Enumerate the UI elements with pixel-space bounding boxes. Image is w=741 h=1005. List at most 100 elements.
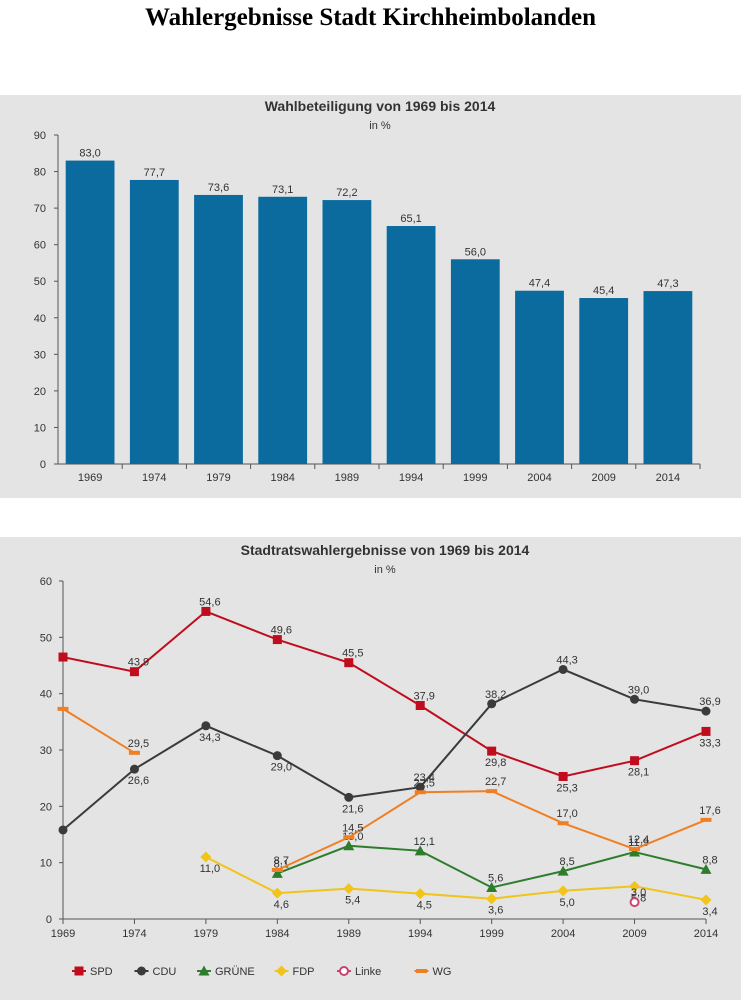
x-tick-label: 1999 — [479, 928, 503, 940]
turnout-chart-panel: Wahlbeteiligung von 1969 bis 2014 in % 0… — [0, 95, 741, 498]
x-tick-label: 1984 — [265, 928, 289, 940]
data-label-spd: 49,6 — [271, 625, 292, 637]
data-label-linke: 3,0 — [631, 887, 646, 899]
y-tick-label: 50 — [40, 632, 52, 644]
data-label-gruene: 12,1 — [414, 836, 435, 848]
data-label-wg: 22,7 — [485, 776, 506, 788]
data-label-fdp: 3,6 — [488, 905, 503, 917]
data-point-linke — [629, 897, 640, 908]
data-point-fdp — [557, 885, 569, 897]
bar — [515, 290, 564, 464]
data-point-cdu — [558, 664, 568, 674]
data-point-spd — [701, 726, 711, 736]
data-label-fdp: 5,4 — [345, 895, 360, 907]
x-tick-label: 1974 — [142, 472, 166, 484]
data-point-gruene — [271, 867, 283, 878]
y-tick-label: 60 — [34, 240, 46, 252]
x-tick-label: 1974 — [122, 928, 146, 940]
bar — [579, 298, 629, 464]
data-point-wg — [128, 750, 140, 755]
bar-value-label: 73,1 — [272, 184, 293, 196]
data-point-fdp — [629, 880, 641, 892]
data-point-fdp — [414, 888, 426, 900]
bar-value-label: 83,0 — [79, 148, 100, 160]
legend-label-gruene: GRÜNE — [215, 966, 255, 978]
data-label-fdp: 4,5 — [417, 900, 432, 912]
y-tick-label: 80 — [34, 167, 46, 179]
x-tick-label: 1994 — [408, 928, 432, 940]
bar — [65, 160, 115, 464]
data-point-fdp — [343, 883, 355, 895]
x-tick-label: 1989 — [335, 472, 359, 484]
bar-value-label: 65,1 — [400, 213, 421, 225]
data-point-spd — [630, 756, 640, 766]
x-tick-label: 2014 — [694, 928, 718, 940]
x-tick-label: 2009 — [622, 928, 646, 940]
data-label-cdu: 39,0 — [628, 684, 649, 696]
data-label-cdu: 26,6 — [128, 775, 149, 787]
bar-value-label: 77,7 — [144, 167, 165, 179]
turnout-bar-chart: Wahlbeteiligung von 1969 bis 2014 in % 0… — [34, 98, 701, 484]
data-point-gruene — [629, 846, 641, 857]
y-tick-label: 40 — [40, 689, 52, 701]
legend-marker-cdu — [137, 966, 146, 976]
turnout-chart-title: Wahlbeteiligung von 1969 bis 2014 — [265, 98, 496, 114]
legend-label-cdu: CDU — [153, 966, 177, 978]
data-point-wg — [271, 867, 283, 872]
data-point-cdu — [415, 782, 425, 792]
data-label-wg: 14,5 — [342, 822, 363, 834]
data-point-wg — [343, 835, 355, 840]
data-label-spd: 29,8 — [485, 757, 506, 769]
bar-value-label: 47,4 — [529, 278, 550, 290]
series-line-wg — [62, 708, 707, 871]
y-tick-label: 30 — [34, 349, 46, 361]
bar — [322, 200, 372, 464]
data-label-wg: 17,6 — [699, 805, 720, 817]
data-label-wg: 29,5 — [128, 738, 149, 750]
legend-label-fdp: FDP — [293, 966, 315, 978]
legend-marker-wg — [416, 969, 427, 973]
data-label-cdu: 21,6 — [342, 803, 363, 815]
data-point-gruene — [414, 845, 426, 856]
bar — [258, 196, 308, 464]
data-point-cdu — [272, 751, 282, 761]
data-point-cdu — [129, 764, 139, 774]
data-label-wg: 8,7 — [274, 855, 289, 867]
data-point-cdu — [630, 694, 640, 704]
legend-label-linke: Linke — [355, 966, 381, 978]
series-line-spd — [62, 610, 707, 778]
x-tick-label: 1979 — [194, 928, 218, 940]
legend-label-wg: WG — [433, 966, 452, 978]
data-label-fdp: 4,6 — [274, 899, 289, 911]
series-line-cdu — [62, 668, 707, 831]
data-point-cdu — [201, 721, 211, 731]
data-point-spd — [129, 667, 139, 677]
x-tick-label: 2014 — [656, 472, 680, 484]
data-label-cdu: 23,4 — [414, 772, 435, 784]
y-tick-label: 90 — [34, 130, 46, 142]
y-tick-label: 40 — [34, 313, 46, 325]
x-tick-label: 1994 — [399, 472, 423, 484]
bar — [643, 291, 693, 464]
data-point-fdp — [200, 851, 212, 863]
data-point-gruene — [700, 863, 712, 874]
x-tick-label: 1969 — [51, 928, 75, 940]
data-point-spd — [415, 700, 425, 710]
data-label-cdu: 38,2 — [485, 689, 506, 701]
data-point-cdu — [487, 699, 497, 709]
data-point-fdp — [700, 894, 712, 906]
data-point-wg — [414, 790, 426, 795]
council-chart-subtitle: in % — [374, 564, 396, 576]
legend-marker-linke — [339, 966, 349, 976]
data-label-gruene: 8,8 — [702, 854, 717, 866]
bar-value-label: 47,3 — [657, 278, 678, 290]
y-tick-label: 0 — [40, 459, 46, 471]
data-point-fdp — [486, 893, 498, 905]
x-tick-label: 1999 — [463, 472, 487, 484]
bar-value-label: 73,6 — [208, 182, 229, 194]
x-tick-label: 1984 — [270, 472, 294, 484]
data-point-spd — [487, 746, 497, 756]
data-point-gruene — [343, 840, 355, 851]
bar — [194, 194, 243, 464]
bar — [386, 226, 436, 464]
